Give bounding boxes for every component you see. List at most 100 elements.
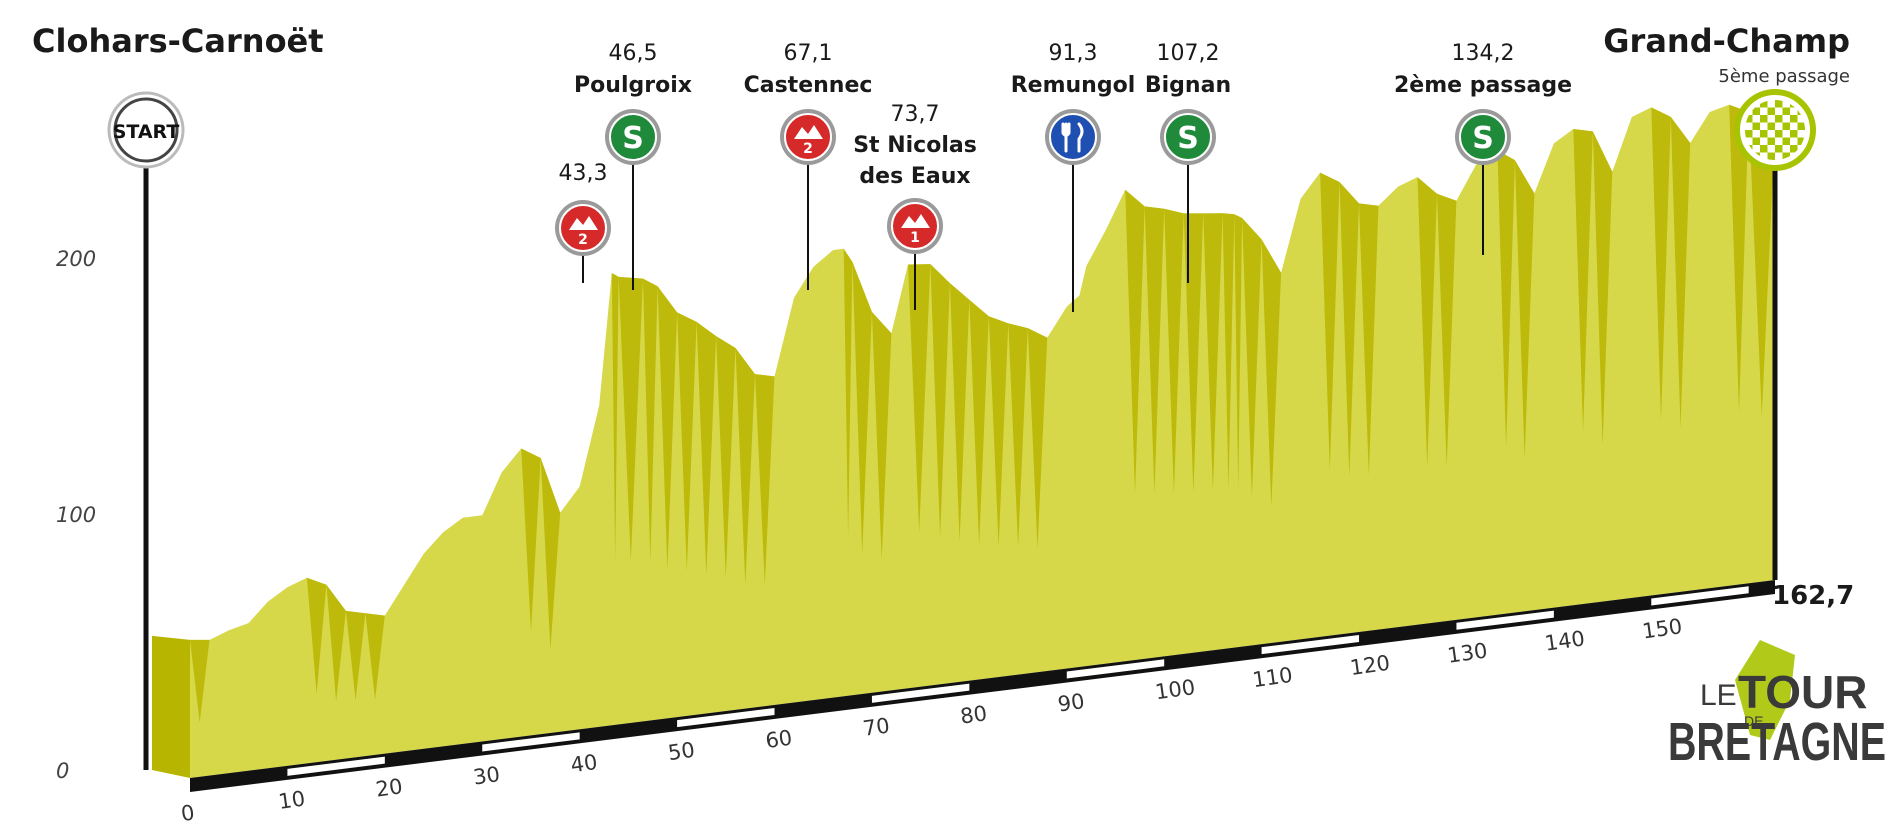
ruler-segment [482, 732, 580, 752]
marker-km: 134,2 [1452, 41, 1515, 66]
y-tick-label: 200 [56, 247, 96, 271]
route-markers: 43,3246,5PoulgroixS67,1Castennec273,7St … [555, 41, 1572, 312]
profile-shade [1320, 172, 1340, 471]
marker-km: 43,3 [559, 161, 608, 186]
checker-square [1767, 122, 1775, 130]
fork-knife-icon [1049, 113, 1097, 161]
profile-shade [843, 248, 853, 538]
x-tick-label: 0 [179, 800, 196, 826]
marker-sprint: 107,2 Bignan S [1145, 41, 1231, 283]
x-tick-label: 140 [1543, 626, 1586, 655]
profile-shade [190, 639, 210, 723]
profile-shade [1592, 131, 1613, 445]
profile-shade [1125, 189, 1145, 495]
profile-shade [871, 311, 892, 560]
profile-shade [1497, 150, 1515, 449]
profile-shade [1748, 111, 1775, 417]
profile-shade [930, 264, 950, 538]
profile-shade [1183, 213, 1204, 493]
checker-square [1775, 145, 1783, 153]
checker-square [1760, 100, 1768, 108]
checker-square [1797, 122, 1805, 130]
sprint-icon [609, 113, 657, 161]
sprint-letter: S [622, 121, 644, 156]
profile-shade [949, 283, 970, 542]
sprint-letter: S [1472, 121, 1494, 156]
x-tick-label: 10 [277, 786, 307, 813]
profile-shade [345, 610, 366, 701]
profile-shade [696, 321, 717, 575]
profile-shade [1514, 160, 1535, 459]
x-tick-label: 130 [1446, 639, 1489, 668]
profile-shade [1261, 239, 1282, 507]
finish-passage-note: 5ème passage [1718, 66, 1850, 87]
x-tick-label: 30 [472, 762, 502, 789]
profile-shade [1203, 213, 1223, 491]
checker-square [1767, 107, 1775, 115]
checker-square [1760, 145, 1768, 153]
profile-shade [618, 276, 643, 561]
x-tick-label: 80 [959, 701, 989, 728]
checker-square [1775, 100, 1783, 108]
marker-sprint: 46,5 Poulgroix S [574, 41, 692, 290]
x-tick-label: 20 [374, 774, 404, 801]
ruler-segment [871, 683, 970, 703]
profile-shade [306, 577, 327, 694]
ruler-segment [287, 756, 385, 776]
checker-square [1782, 152, 1790, 160]
start-badge-label: START [113, 121, 180, 143]
profile-shade [1234, 214, 1243, 491]
profile-shade [643, 278, 658, 562]
total-distance-label: 162,7 [1772, 581, 1854, 611]
marker-climb: 43,32 [555, 161, 611, 283]
marker-km: 67,1 [784, 41, 833, 66]
checker-square [1767, 152, 1775, 160]
checker-square [1790, 115, 1798, 123]
ruler-segment [1066, 659, 1165, 679]
x-tick-label: 60 [764, 726, 794, 753]
marker-km: 107,2 [1157, 41, 1220, 66]
logo-le: LE [1700, 679, 1737, 712]
x-tick-label: 50 [667, 738, 697, 765]
sprint-icon [1164, 113, 1212, 161]
marker-place-name: Castennec [744, 73, 873, 98]
marker-km: 91,3 [1049, 41, 1098, 66]
elevation-profile [152, 104, 1775, 779]
checker-square [1790, 145, 1798, 153]
profile-shade [1573, 129, 1593, 433]
profile-shade [716, 336, 736, 578]
profile-shade [1417, 177, 1437, 467]
marker-place-name: St Nicolas [853, 133, 977, 158]
mountain-glyph [901, 214, 930, 228]
marker-sprint: 134,2 2ème passage S [1394, 41, 1572, 255]
marker-km: 46,5 [609, 41, 658, 66]
profile-shade [988, 316, 1009, 547]
sprint-letter: S [1177, 121, 1199, 156]
checker-square [1782, 107, 1790, 115]
profile-shade [1359, 203, 1379, 476]
profile-shade [540, 458, 561, 650]
start-finish-poles: START [107, 89, 1816, 770]
profile-shade [969, 299, 989, 546]
checker-square [1745, 130, 1753, 138]
profile-shade [657, 286, 678, 570]
profile-shade [1437, 193, 1457, 468]
profile-shade [1339, 182, 1359, 477]
profile-shade [1008, 323, 1028, 547]
x-tick-label: 90 [1056, 689, 1086, 716]
profile-shade [365, 613, 385, 700]
checker-square [1767, 137, 1775, 145]
checker-square [1782, 137, 1790, 145]
x-tick-label: 70 [861, 713, 891, 740]
checker-square [1745, 115, 1753, 123]
checker-square [1797, 137, 1805, 145]
profile-shade [677, 312, 697, 572]
checker-square [1775, 115, 1783, 123]
x-tick-label: 100 [1154, 675, 1197, 704]
start-badge: START [107, 91, 185, 169]
profile-shade [908, 264, 931, 533]
checker-square [1752, 137, 1760, 145]
profile-shade [1164, 208, 1184, 494]
profile-shade [1027, 328, 1048, 549]
